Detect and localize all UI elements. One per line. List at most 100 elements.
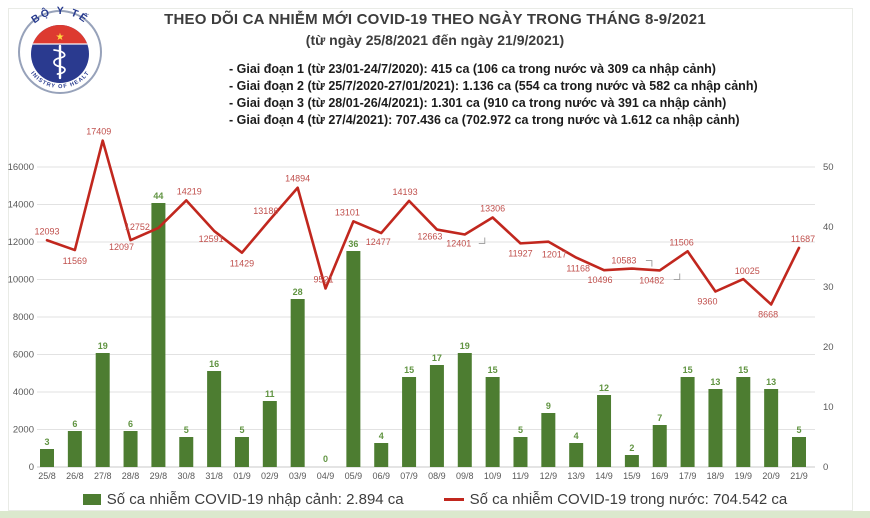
imported-cases-bar xyxy=(207,371,222,467)
x-axis-tick-label: 27/8 xyxy=(94,471,112,481)
x-axis-tick-label: 13/9 xyxy=(567,471,585,481)
x-axis-tick-label: 15/9 xyxy=(623,471,641,481)
x-axis-tick-label: 03/9 xyxy=(289,471,307,481)
domestic-cases-point-label: 12093 xyxy=(34,226,59,236)
domestic-cases-point-label: 11168 xyxy=(566,264,590,274)
x-axis-tick-label: 11/9 xyxy=(512,471,529,481)
domestic-cases-point-label: 12401 xyxy=(446,238,471,248)
left-axis-tick-label: 4000 xyxy=(13,387,34,398)
imported-cases-bar xyxy=(513,437,528,467)
label-leader-line xyxy=(673,273,681,280)
imported-cases-bar-label: 36 xyxy=(348,239,358,249)
imported-cases-bar xyxy=(402,377,417,467)
x-axis-tick-label: 19/9 xyxy=(735,471,753,481)
imported-cases-bar xyxy=(346,251,361,467)
right-axis-tick-label: 30 xyxy=(823,282,834,293)
domestic-cases-point-label: 12097 xyxy=(109,242,134,252)
x-axis-tick-label: 16/9 xyxy=(651,471,669,481)
imported-cases-bar xyxy=(262,401,277,467)
imported-cases-bar-label: 28 xyxy=(293,287,303,297)
left-axis-tick-label: 12000 xyxy=(8,237,34,248)
x-axis-tick-label: 02/9 xyxy=(261,471,279,481)
imported-cases-bar-label: 4 xyxy=(379,431,384,441)
phase-line-1: - Giai đoạn 1 (từ 23/01-24/7/2020): 415 … xyxy=(229,62,716,76)
x-axis-tick-label: 26/8 xyxy=(66,471,84,481)
imported-cases-bar xyxy=(541,413,556,467)
domestic-cases-point-label: 13101 xyxy=(335,207,360,217)
x-axis-tick-label: 17/9 xyxy=(679,471,697,481)
phase-line-4: - Giai đoạn 4 (từ 27/4/2021): 707.436 ca… xyxy=(229,113,740,127)
domestic-cases-point-label: 9521 xyxy=(314,274,334,284)
x-axis-tick-label: 14/9 xyxy=(595,471,613,481)
imported-cases-bar-label: 7 xyxy=(657,413,662,423)
chart-subtitle: (từ ngày 25/8/2021 đến ngày 21/9/2021) xyxy=(305,32,565,48)
x-axis-tick-label: 08/9 xyxy=(428,471,446,481)
x-axis-tick-label: 05/9 xyxy=(345,471,363,481)
legend-imported-label: Số ca nhiễm COVID-19 nhập cảnh: 2.894 ca xyxy=(106,491,404,508)
left-axis-tick-label: 16000 xyxy=(8,162,34,173)
imported-cases-bar xyxy=(736,377,751,467)
imported-cases-bar-label: 44 xyxy=(153,191,163,201)
left-axis-tick-label: 2000 xyxy=(13,425,34,436)
legend-domestic-swatch xyxy=(443,498,464,501)
x-axis-tick-label: 30/8 xyxy=(177,471,195,481)
imported-cases-bar xyxy=(67,431,82,467)
x-axis-tick-label: 18/9 xyxy=(707,471,725,481)
phase-line-2: - Giai đoạn 2 (từ 25/7/2020-27/01/2021):… xyxy=(229,79,758,93)
imported-cases-bar-label: 13 xyxy=(710,377,720,387)
imported-cases-bar-label: 5 xyxy=(518,425,523,435)
imported-cases-bar xyxy=(569,443,584,467)
imported-cases-bar-label: 16 xyxy=(209,359,219,369)
imported-cases-bar-label: 11 xyxy=(265,389,275,399)
x-axis-tick-label: 25/8 xyxy=(38,471,56,481)
legend-item-domestic: Số ca nhiễm COVID-19 trong nước: 704.542… xyxy=(443,491,787,508)
imported-cases-bar xyxy=(40,449,54,467)
imported-cases-bar xyxy=(485,377,500,467)
left-axis-tick-label: 14000 xyxy=(8,200,34,211)
imported-cases-bar-label: 12 xyxy=(599,383,609,393)
imported-cases-bar-label: 5 xyxy=(796,425,801,435)
domestic-cases-point-label: 11429 xyxy=(230,259,254,269)
right-axis-tick-label: 10 xyxy=(823,402,834,413)
imported-cases-bar-label: 5 xyxy=(184,425,189,435)
x-axis-tick-label: 04/9 xyxy=(317,471,335,481)
imported-cases-bar xyxy=(597,395,612,467)
domestic-cases-point-label: 12591 xyxy=(199,234,224,244)
imported-cases-bar xyxy=(151,203,166,467)
imported-cases-bar xyxy=(652,425,667,467)
bottom-green-strip xyxy=(0,511,870,518)
domestic-cases-point-label: 8668 xyxy=(758,309,778,319)
logo-star-icon: ★ xyxy=(56,32,65,43)
left-axis-tick-label: 10000 xyxy=(8,275,34,286)
chart-legend: Số ca nhiễm COVID-19 nhập cảnh: 2.894 ca… xyxy=(0,491,870,508)
imported-cases-bar-label: 0 xyxy=(323,454,328,464)
domestic-cases-point-label: 12752 xyxy=(125,222,150,232)
x-axis-tick-label: 10/9 xyxy=(484,471,502,481)
imported-cases-bar xyxy=(374,443,389,467)
imported-cases-bar-label: 19 xyxy=(98,341,108,351)
x-axis-tick-label: 21/9 xyxy=(790,471,808,481)
x-axis-tick-label: 07/9 xyxy=(400,471,418,481)
right-axis-tick-label: 50 xyxy=(823,162,834,173)
right-axis-tick-label: 20 xyxy=(823,342,834,353)
domestic-cases-point-label: 12017 xyxy=(542,250,567,260)
phase-line-3: - Giai đoạn 3 (từ 28/01-26/4/2021): 1.30… xyxy=(229,96,727,110)
imported-cases-bar xyxy=(95,353,110,467)
x-axis-tick-label: 12/9 xyxy=(540,471,558,481)
domestic-cases-point-label: 10025 xyxy=(735,266,760,276)
left-axis-tick-label: 8000 xyxy=(13,312,34,323)
x-axis-tick-label: 31/8 xyxy=(205,471,223,481)
right-axis-tick-label: 0 xyxy=(823,462,828,473)
imported-cases-bar-label: 15 xyxy=(738,365,748,375)
imported-cases-bar-label: 15 xyxy=(683,365,693,375)
imported-cases-bar xyxy=(123,431,138,467)
domestic-cases-point-label: 11927 xyxy=(508,248,532,258)
domestic-cases-point-label: 17409 xyxy=(86,127,111,137)
imported-cases-bar-label: 5 xyxy=(239,425,244,435)
domestic-cases-point-label: 9360 xyxy=(697,297,717,307)
imported-cases-bar xyxy=(764,389,779,467)
chart-canvas: 0 2000 4000 6000 8000 10000 12000 14000 16000 0 10… xyxy=(8,127,834,481)
label-leader-line xyxy=(478,237,486,244)
domestic-cases-point-label: 10482 xyxy=(639,275,664,285)
left-axis-tick-label: 6000 xyxy=(13,350,34,361)
